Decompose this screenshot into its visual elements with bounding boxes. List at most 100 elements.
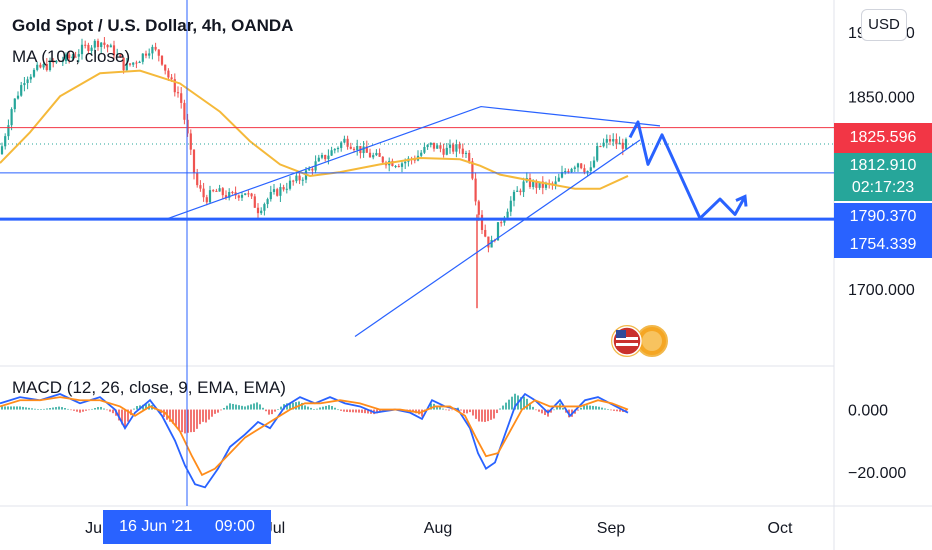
candle-body bbox=[10, 109, 13, 126]
macd-histogram-bar bbox=[67, 408, 69, 410]
candle-body bbox=[538, 181, 541, 188]
macd-histogram-bar bbox=[475, 409, 477, 419]
candle-body bbox=[464, 152, 468, 154]
macd-histogram-bar bbox=[544, 409, 546, 415]
candle-body bbox=[125, 63, 128, 71]
macd-histogram-bar bbox=[37, 409, 39, 410]
candle-body bbox=[109, 45, 112, 48]
candle-body bbox=[333, 149, 336, 151]
candle-body bbox=[362, 146, 365, 154]
macd-legend[interactable]: MACD (12, 26, close, 9, EMA, EMA) bbox=[12, 378, 286, 397]
candle-body bbox=[103, 42, 106, 45]
macd-histogram-bar bbox=[367, 409, 369, 414]
macd-histogram-bar bbox=[304, 405, 306, 410]
macd-histogram-bar bbox=[271, 409, 273, 415]
macd-histogram-bar bbox=[124, 409, 126, 429]
macd-histogram-bar bbox=[577, 409, 579, 411]
candle-body bbox=[436, 145, 439, 149]
macd-histogram-bar bbox=[91, 408, 93, 410]
candle-body bbox=[48, 60, 52, 71]
macd-histogram-bar bbox=[514, 393, 516, 410]
candle-body bbox=[23, 83, 26, 86]
candle-body bbox=[0, 146, 4, 155]
macd-histogram-bar bbox=[133, 408, 135, 410]
ma-line bbox=[0, 69, 629, 190]
macd-histogram-bar bbox=[607, 409, 609, 411]
candle-body bbox=[448, 144, 452, 148]
candle-body bbox=[378, 152, 381, 157]
candle-body bbox=[615, 139, 618, 145]
candle-body bbox=[244, 193, 247, 195]
macd-histogram-bar bbox=[364, 409, 366, 414]
candle-body bbox=[160, 55, 164, 65]
candle-body bbox=[356, 145, 359, 150]
macd-histogram-bar bbox=[100, 406, 102, 410]
candle-body bbox=[154, 46, 157, 50]
macd-histogram-bar bbox=[202, 409, 204, 422]
candle-body bbox=[605, 139, 608, 143]
candle-body bbox=[564, 170, 567, 173]
macd-histogram-bar bbox=[19, 406, 21, 410]
macd-histogram-bar bbox=[313, 409, 315, 410]
macd-histogram-bar bbox=[322, 406, 324, 410]
candle-body bbox=[240, 194, 244, 198]
macd-histogram-bar bbox=[430, 403, 432, 410]
candle-body bbox=[490, 239, 493, 248]
macd-histogram-bar bbox=[493, 409, 495, 419]
macd-histogram-bar bbox=[112, 409, 114, 414]
macd-histogram-bar bbox=[193, 409, 195, 432]
ma-legend[interactable]: MA (100, close) bbox=[12, 47, 131, 66]
macd-histogram-bar bbox=[178, 409, 180, 431]
macd-histogram-bar bbox=[361, 409, 363, 413]
macd-histogram-bar bbox=[103, 408, 105, 410]
crosshair-date: 16 Jun '21 bbox=[119, 518, 193, 535]
candle-body bbox=[4, 136, 7, 147]
candle-body bbox=[365, 146, 368, 153]
macd-histogram-bar bbox=[586, 405, 588, 410]
macd-histogram-bar bbox=[247, 405, 249, 410]
macd-histogram-bar bbox=[16, 406, 18, 410]
candle-body bbox=[372, 155, 375, 158]
candle-body bbox=[16, 95, 20, 99]
candle-body bbox=[496, 222, 500, 241]
macd-histogram-bar bbox=[496, 409, 498, 414]
candle-body bbox=[272, 189, 276, 192]
macd-histogram-bar bbox=[481, 409, 483, 422]
macd-histogram-bar bbox=[205, 409, 207, 423]
candle-body bbox=[570, 168, 573, 173]
candle-body bbox=[221, 188, 224, 196]
macd-histogram-bar bbox=[28, 407, 30, 410]
channel-lower-line bbox=[354, 139, 641, 337]
macd-histogram-bar bbox=[451, 409, 453, 411]
candle-body bbox=[560, 172, 564, 178]
currency-button[interactable]: USD bbox=[861, 9, 907, 41]
candle-body bbox=[541, 181, 544, 188]
time-tick-label: Aug bbox=[424, 520, 452, 537]
candle-body bbox=[420, 152, 423, 156]
macd-histogram-bar bbox=[562, 408, 564, 410]
macd-histogram-bar bbox=[34, 408, 36, 410]
price-tick-label: 1700.000 bbox=[848, 282, 915, 299]
macd-histogram-bar bbox=[529, 402, 531, 410]
macd-histogram-bar bbox=[46, 408, 48, 410]
candle-body bbox=[64, 54, 68, 62]
macd-histogram-bar bbox=[604, 408, 606, 410]
candle-body bbox=[61, 61, 64, 63]
price-tag-blue-level-1: 1790.370 bbox=[834, 203, 932, 231]
candle-body bbox=[484, 229, 487, 237]
macd-histogram-bar bbox=[175, 409, 177, 427]
macd-histogram-bar bbox=[598, 406, 600, 410]
macd-histogram-bar bbox=[319, 407, 321, 410]
macd-histogram-bar bbox=[307, 406, 309, 410]
candle-body bbox=[477, 201, 480, 215]
candle-body bbox=[260, 210, 263, 214]
candle-body bbox=[176, 92, 180, 94]
candle-body bbox=[567, 170, 570, 173]
candle-body bbox=[461, 148, 464, 154]
candle-body bbox=[343, 138, 346, 143]
candle-body bbox=[586, 170, 589, 173]
macd-histogram-bar bbox=[145, 404, 147, 410]
macd-histogram-bar bbox=[301, 402, 303, 410]
macd-histogram-bar bbox=[253, 403, 255, 410]
